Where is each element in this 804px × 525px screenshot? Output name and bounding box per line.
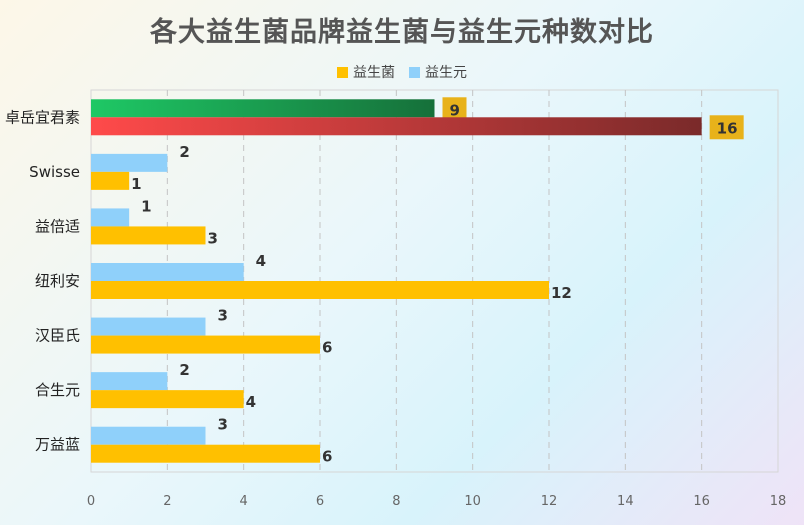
- value-label-prebiotic-2: 1: [141, 197, 151, 215]
- bar-probiotic-2: [91, 226, 206, 245]
- x-tick-label-16: 16: [693, 494, 710, 509]
- category-label-5: 合生元: [35, 381, 80, 399]
- bar-prebiotic-0: [91, 99, 435, 118]
- bar-prebiotic-5: [91, 372, 168, 391]
- legend-item-prebiotic[interactable]: 益生元: [409, 62, 467, 82]
- bar-prebiotic-3: [91, 263, 244, 281]
- value-label-prebiotic-6: 3: [218, 416, 228, 434]
- x-tick-label-18: 18: [770, 494, 787, 509]
- value-label-prebiotic-4: 3: [218, 307, 228, 325]
- legend-swatch-prebiotic: [409, 66, 420, 78]
- bar-probiotic-6: [91, 444, 320, 463]
- bar-prebiotic-1: [91, 153, 168, 172]
- bar-prebiotic-4: [91, 317, 206, 336]
- category-label-4: 汉臣氏: [35, 327, 80, 345]
- bar-probiotic-1: [91, 171, 130, 190]
- value-label-prebiotic-0: 9: [450, 101, 460, 119]
- category-label-0: 卓岳宜君素: [5, 108, 80, 126]
- category-label-3: 纽利安: [35, 272, 80, 290]
- value-label-probiotic-5: 4: [246, 393, 256, 411]
- category-label-6: 万益蓝: [35, 436, 80, 454]
- value-label-prebiotic-1: 2: [179, 143, 189, 161]
- value-badge-probiotic-0: [709, 115, 744, 140]
- x-tick-label-14: 14: [617, 494, 634, 509]
- chart-title: 各大益生菌品牌益生菌与益生元种数对比: [150, 17, 654, 48]
- bar-probiotic-4: [91, 335, 320, 354]
- x-tick-label-4: 4: [240, 494, 248, 509]
- x-tick-label-6: 6: [316, 494, 324, 509]
- value-label-prebiotic-3: 4: [256, 252, 266, 270]
- legend: 益生菌 益生元: [0, 62, 804, 82]
- value-label-probiotic-4: 6: [322, 339, 332, 357]
- legend-label-prebiotic: 益生元: [425, 65, 467, 81]
- value-label-probiotic-1: 1: [131, 175, 141, 193]
- category-label-1: Swisse: [29, 163, 80, 181]
- category-label-2: 益倍适: [35, 217, 80, 235]
- x-tick-label-0: 0: [87, 494, 95, 509]
- x-tick-label-2: 2: [163, 494, 171, 509]
- x-tick-label-8: 8: [392, 494, 400, 509]
- value-label-probiotic-2: 3: [208, 229, 218, 247]
- bar-prebiotic-6: [91, 426, 206, 445]
- value-label-probiotic-0: 16: [717, 119, 738, 137]
- bar-probiotic-5: [91, 390, 244, 409]
- legend-label-probiotic: 益生菌: [353, 65, 395, 81]
- legend-swatch-probiotic: [337, 66, 348, 78]
- bar-probiotic-3: [91, 281, 549, 299]
- value-label-probiotic-6: 6: [322, 448, 332, 466]
- value-label-prebiotic-5: 2: [179, 361, 189, 379]
- value-label-probiotic-3: 12: [551, 284, 572, 302]
- legend-item-probiotic[interactable]: 益生菌: [337, 62, 395, 82]
- bar-probiotic-0: [91, 117, 702, 136]
- x-tick-label-10: 10: [464, 494, 481, 509]
- x-tick-label-12: 12: [541, 494, 558, 509]
- bar-prebiotic-2: [91, 208, 130, 227]
